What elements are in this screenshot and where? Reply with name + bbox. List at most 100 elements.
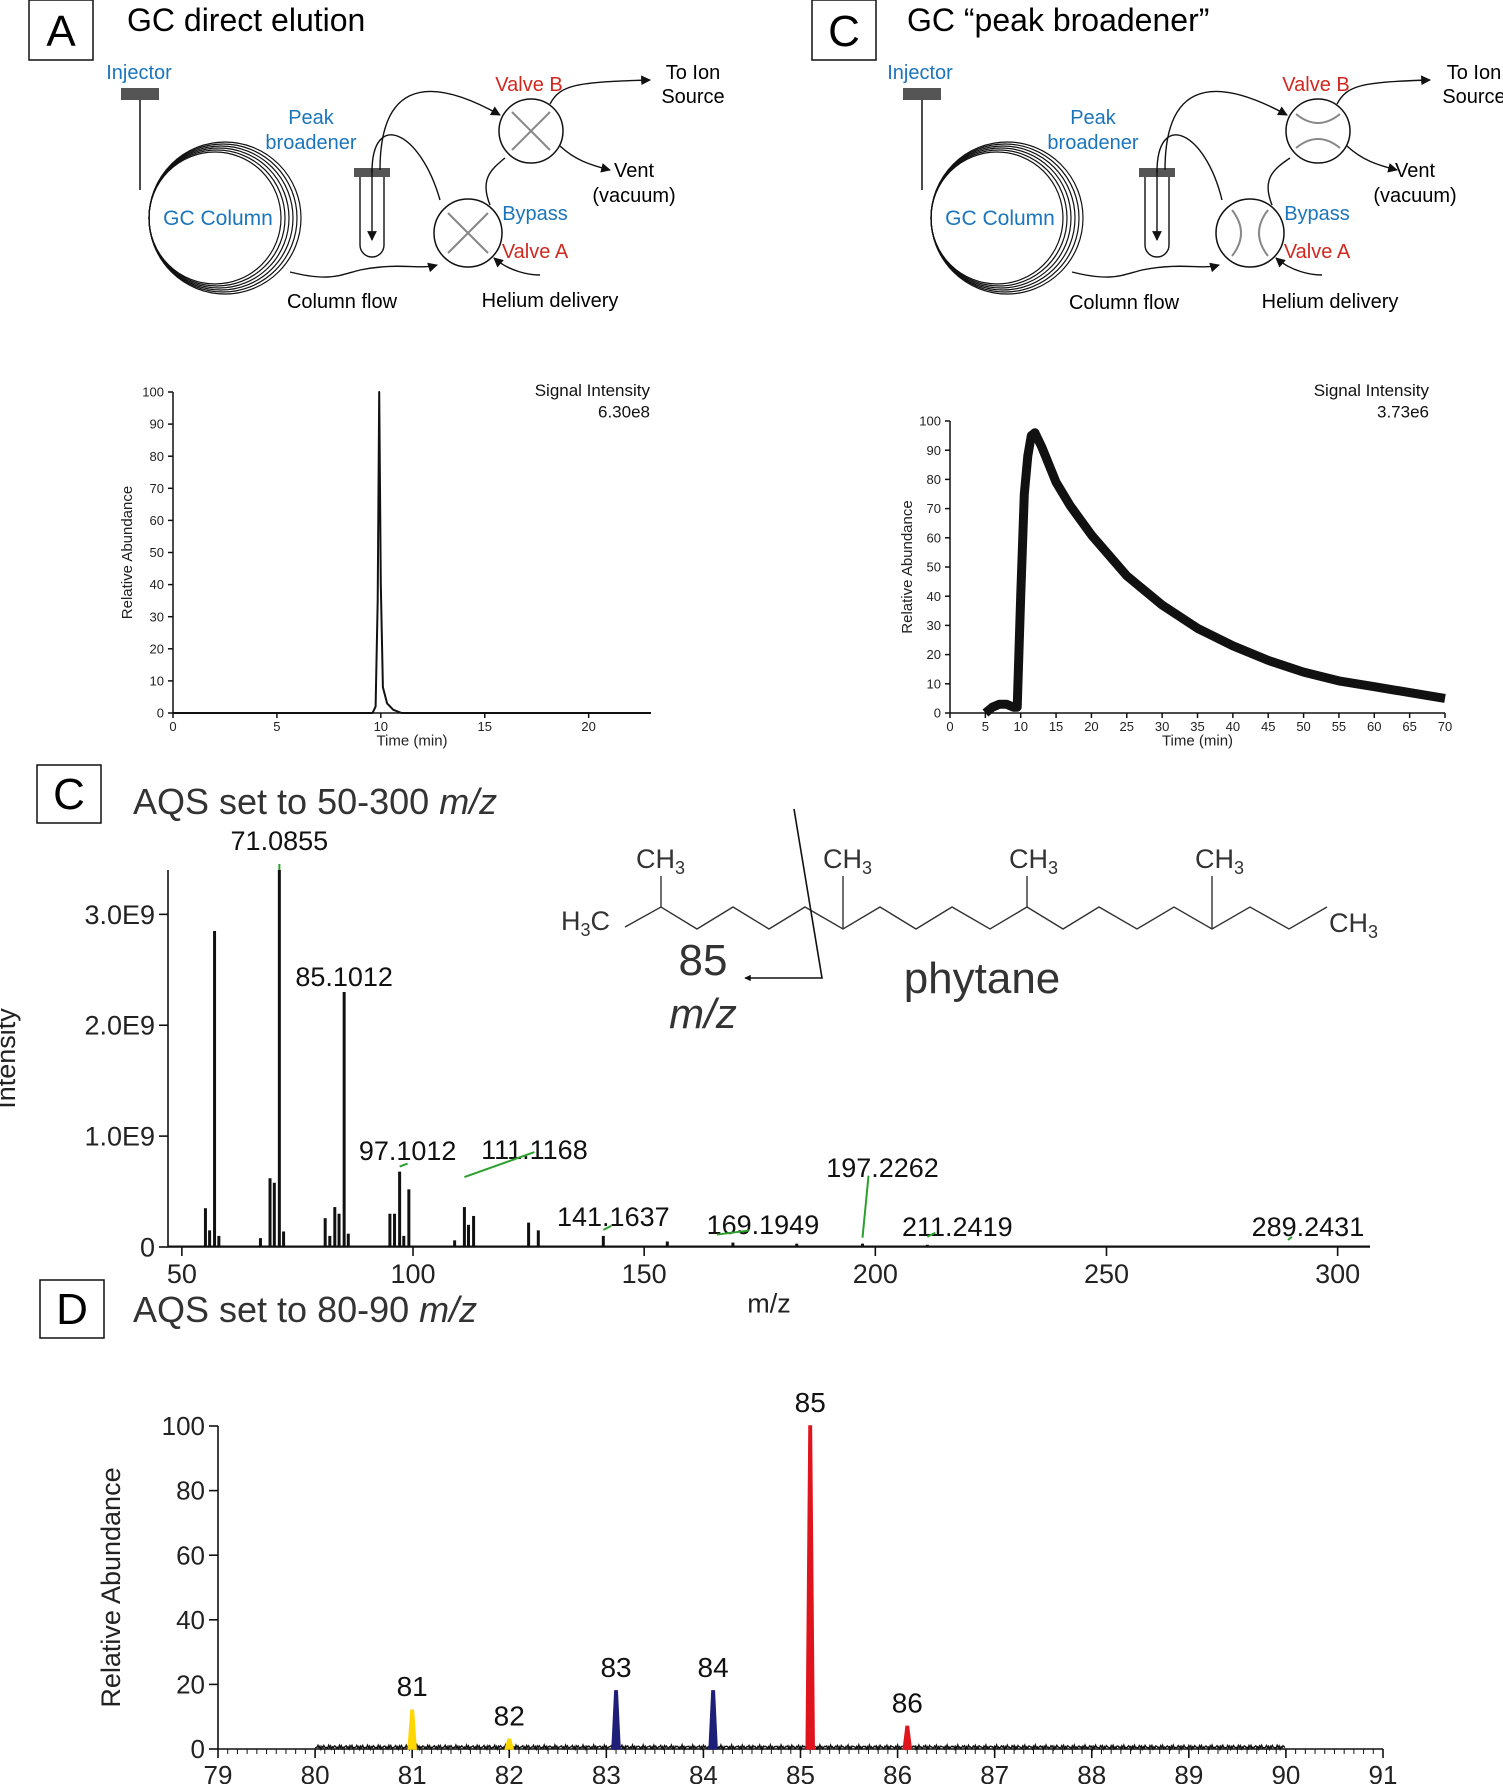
signal-intensity-label: Signal Intensity xyxy=(535,381,651,400)
injector-block xyxy=(121,88,159,100)
spectrum-peak xyxy=(902,1725,913,1750)
x-axis-label: Time (min) xyxy=(1162,732,1233,749)
panel-title: GC “peak broadener” xyxy=(907,2,1209,38)
x-tick-label: 20 xyxy=(1084,719,1098,734)
y-tick-label: 40 xyxy=(150,577,164,592)
y-tick-label: 20 xyxy=(176,1670,205,1700)
panel-title: AQS set to 50-300 m/z xyxy=(133,781,497,822)
spectrum-peak xyxy=(805,1425,815,1750)
spectrum-peak xyxy=(504,1738,515,1750)
y-tick-label: 80 xyxy=(150,449,164,464)
y-tick-label: 50 xyxy=(150,545,164,560)
panel-d-header: D AQS set to 80-90 m/z xyxy=(39,1279,477,1339)
valve-a xyxy=(433,198,503,268)
peak-broadener-label-2: broadener xyxy=(265,132,357,154)
helium-label: Helium delivery xyxy=(1262,291,1399,313)
chromatogram-c: 0 10 20 30 40 50 60 70 80 90 100 0 5 10 15 20 25 30 35 40 45… xyxy=(899,381,1452,749)
peak-label: 141.1637 xyxy=(557,1202,670,1232)
mass-spectrum-d: 0 20 40 60 80 100 79 80 81 82 83 84 85 86 87 88 89 90 91 Re… xyxy=(96,1387,1397,1784)
signal-intensity-label: Signal Intensity xyxy=(1314,381,1430,400)
y-tick-label: 60 xyxy=(927,530,941,545)
peak-leader-line xyxy=(399,1162,408,1168)
x-tick-label: 300 xyxy=(1315,1259,1360,1289)
x-tick-label: 70 xyxy=(1438,719,1452,734)
y-tick-label: 30 xyxy=(927,618,941,633)
peak-label: 85.1012 xyxy=(295,962,393,992)
x-tick-label: 91 xyxy=(1369,1760,1398,1784)
peak-label: 84 xyxy=(698,1652,729,1683)
peak-broadener-label-1: Peak xyxy=(288,107,335,129)
peak-leader-line xyxy=(926,1231,936,1238)
spectrum-peak xyxy=(611,1690,621,1750)
y-tick-label: 0 xyxy=(191,1734,205,1764)
panel-letter: C xyxy=(828,7,860,56)
valve-a xyxy=(1215,198,1285,268)
y-tick-label: 0 xyxy=(157,706,164,721)
h3c-label: H3C xyxy=(561,906,610,940)
x-tick-label: 20 xyxy=(581,719,595,734)
panel-letter-box xyxy=(28,0,94,61)
y-tick-label: 30 xyxy=(150,609,164,624)
y-tick-label: 100 xyxy=(142,385,164,400)
peak-label: 111.1168 xyxy=(481,1135,588,1165)
vent-label-1: Vent xyxy=(614,160,654,182)
peak-label: 85 xyxy=(795,1387,826,1418)
x-tick-label: 250 xyxy=(1084,1259,1129,1289)
x-tick-label: 89 xyxy=(1174,1760,1203,1784)
y-axis-label: Relative Abundance xyxy=(899,500,916,633)
to-ion-label-1: To Ion xyxy=(666,62,720,84)
peak-leader-line xyxy=(1287,1236,1293,1241)
x-tick-label: 35 xyxy=(1190,719,1204,734)
x-tick-label: 81 xyxy=(398,1760,427,1784)
x-tick-label: 15 xyxy=(1049,719,1063,734)
y-tick-label: 10 xyxy=(927,676,941,691)
x-tick-label: 0 xyxy=(946,719,953,734)
carbon-chain xyxy=(624,906,1328,930)
y-tick-label: 80 xyxy=(176,1476,205,1506)
y-axis-label: Relative Abundance xyxy=(119,486,136,619)
vent-label-2: (vacuum) xyxy=(592,185,675,207)
x-tick-label: 0 xyxy=(169,719,176,734)
peak-leader-line xyxy=(602,1225,612,1231)
vent-label-1: Vent xyxy=(1395,160,1435,182)
x-axis-label: Time (min) xyxy=(376,732,447,749)
ch3-label: CH3 xyxy=(1329,908,1378,942)
peak-label: 81 xyxy=(397,1671,428,1702)
peak-leader-line xyxy=(464,1151,535,1179)
x-tick-label: 82 xyxy=(495,1760,524,1784)
x-tick-label: 100 xyxy=(390,1259,435,1289)
peak-label: 83 xyxy=(600,1652,631,1683)
signal-intensity-value: 3.73e6 xyxy=(1377,402,1429,421)
spectrum-baseline xyxy=(315,1742,1286,1752)
column-flow-label: Column flow xyxy=(1069,292,1180,314)
gc-column-coil xyxy=(148,141,302,295)
x-tick-label: 55 xyxy=(1332,719,1346,734)
panel-letter: A xyxy=(46,7,76,56)
valve-b-label: Valve B xyxy=(1282,74,1349,96)
panel-letter-box xyxy=(811,0,877,61)
panel-letter: C xyxy=(53,770,85,819)
bypass-label: Bypass xyxy=(1284,203,1350,225)
x-tick-label: 10 xyxy=(1013,719,1027,734)
peak-label: 71.0855 xyxy=(231,826,329,856)
bypass-label: Bypass xyxy=(502,203,568,225)
panel-letter-box xyxy=(39,1279,105,1339)
x-tick-label: 30 xyxy=(1155,719,1169,734)
fragmentation-arrow xyxy=(744,808,823,982)
molecule-name: phytane xyxy=(904,954,1061,1003)
gc-column-label: GC Column xyxy=(163,207,273,230)
valve-b xyxy=(1285,98,1351,164)
peak-label: 169.1949 xyxy=(707,1210,820,1240)
gc-column-coil xyxy=(930,141,1084,295)
y-tick-label: 1.0E9 xyxy=(84,1122,155,1152)
x-tick-label: 65 xyxy=(1402,719,1416,734)
y-tick-label: 80 xyxy=(927,472,941,487)
x-tick-label: 50 xyxy=(167,1259,197,1289)
x-tick-label: 80 xyxy=(301,1760,330,1784)
panel-c2-header: C AQS set to 50-300 m/z xyxy=(36,764,497,824)
panel-a-schematic: A GC direct elution Injector GC Column P… xyxy=(28,0,725,313)
valve-b xyxy=(498,98,564,164)
peak-label: 197.2262 xyxy=(826,1153,939,1183)
y-tick-label: 50 xyxy=(927,560,941,575)
